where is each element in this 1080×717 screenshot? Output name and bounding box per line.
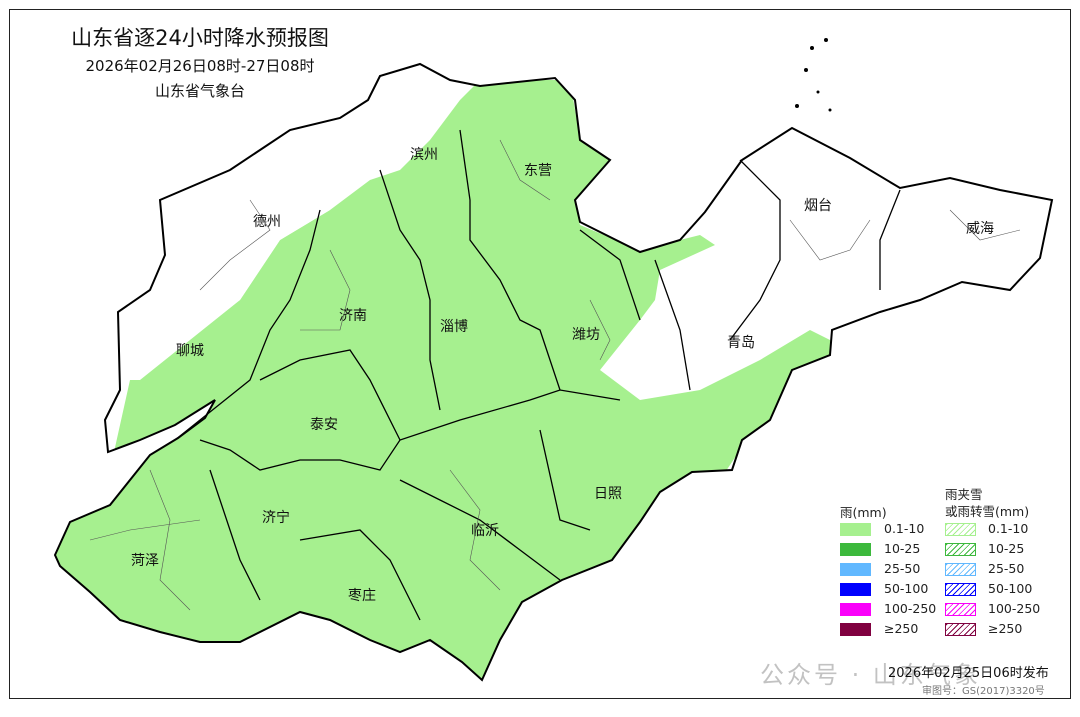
city-label: 济南 — [339, 308, 367, 324]
rain-area-0.1-10 — [55, 80, 840, 680]
islands — [795, 38, 832, 112]
legend-rain-title: 雨(mm) — [840, 505, 887, 520]
county-borders — [89, 139, 1021, 611]
legend-swatch-rain — [840, 583, 871, 596]
legend-label-mix: 100-250 — [988, 601, 1041, 616]
legend-label-rain: ≥250 — [884, 621, 919, 636]
forecast-period: 2026年02月26日08时-27日08时 — [85, 57, 315, 75]
city-label: 滨州 — [410, 147, 438, 163]
city-label: 青岛 — [727, 335, 755, 351]
legend-swatch-mix — [945, 543, 976, 556]
legend-label-rain: 50-100 — [884, 581, 929, 596]
legend-swatch-mix — [945, 623, 976, 636]
legend-label-rain: 10-25 — [884, 541, 921, 556]
legend-label-mix: 10-25 — [988, 541, 1025, 556]
map-frame — [9, 9, 1071, 699]
city-label: 枣庄 — [348, 588, 376, 604]
legend-label-rain: 25-50 — [884, 561, 921, 576]
city-label: 威海 — [966, 221, 994, 237]
city-label: 临沂 — [471, 523, 499, 539]
legend-label-mix: 25-50 — [988, 561, 1025, 576]
city-label: 潍坊 — [572, 327, 600, 343]
watermark: 公众号 · 山东气象 — [760, 661, 981, 689]
legend-swatch-rain — [840, 523, 871, 536]
legend-swatch-mix — [945, 583, 976, 596]
legend-mix-title-2: 或雨转雪(mm) — [945, 504, 1030, 519]
province-border — [53, 62, 1054, 682]
map-title: 山东省逐24小时降水预报图 — [71, 26, 329, 50]
legend-label-rain: 100-250 — [884, 601, 937, 616]
city-label: 菏泽 — [131, 553, 159, 569]
legend-swatch-rain — [840, 543, 871, 556]
city-label: 东营 — [524, 163, 552, 179]
legend-swatch-rain — [840, 623, 871, 636]
map-approval-number: 审图号：GS(2017)3320号 — [922, 686, 1045, 697]
city-label: 淄博 — [440, 319, 468, 335]
legend-label-rain: 0.1-10 — [884, 521, 925, 536]
legend-mix-title: 雨夹雪 — [945, 487, 983, 502]
legend-label-mix: 50-100 — [988, 581, 1033, 596]
dry-area-west — [100, 210, 330, 380]
city-label: 泰安 — [310, 417, 338, 433]
legend-label-mix: 0.1-10 — [988, 521, 1029, 536]
issuer: 山东省气象台 — [154, 82, 245, 100]
legend-label-mix: ≥250 — [988, 621, 1023, 636]
legend-swatch-rain — [840, 563, 871, 576]
city-label: 济宁 — [262, 510, 290, 526]
city-label: 日照 — [594, 486, 622, 502]
city-label: 烟台 — [804, 198, 832, 214]
city-borders — [174, 129, 901, 621]
legend-swatch-mix — [945, 563, 976, 576]
issue-time: 2026年02月25日06时发布 — [888, 666, 1049, 681]
legend-swatch-mix — [945, 603, 976, 616]
legend-swatch-mix — [945, 523, 976, 536]
legend-swatch-rain — [840, 603, 871, 616]
city-label: 聊城 — [176, 343, 204, 359]
city-label: 德州 — [253, 214, 281, 230]
